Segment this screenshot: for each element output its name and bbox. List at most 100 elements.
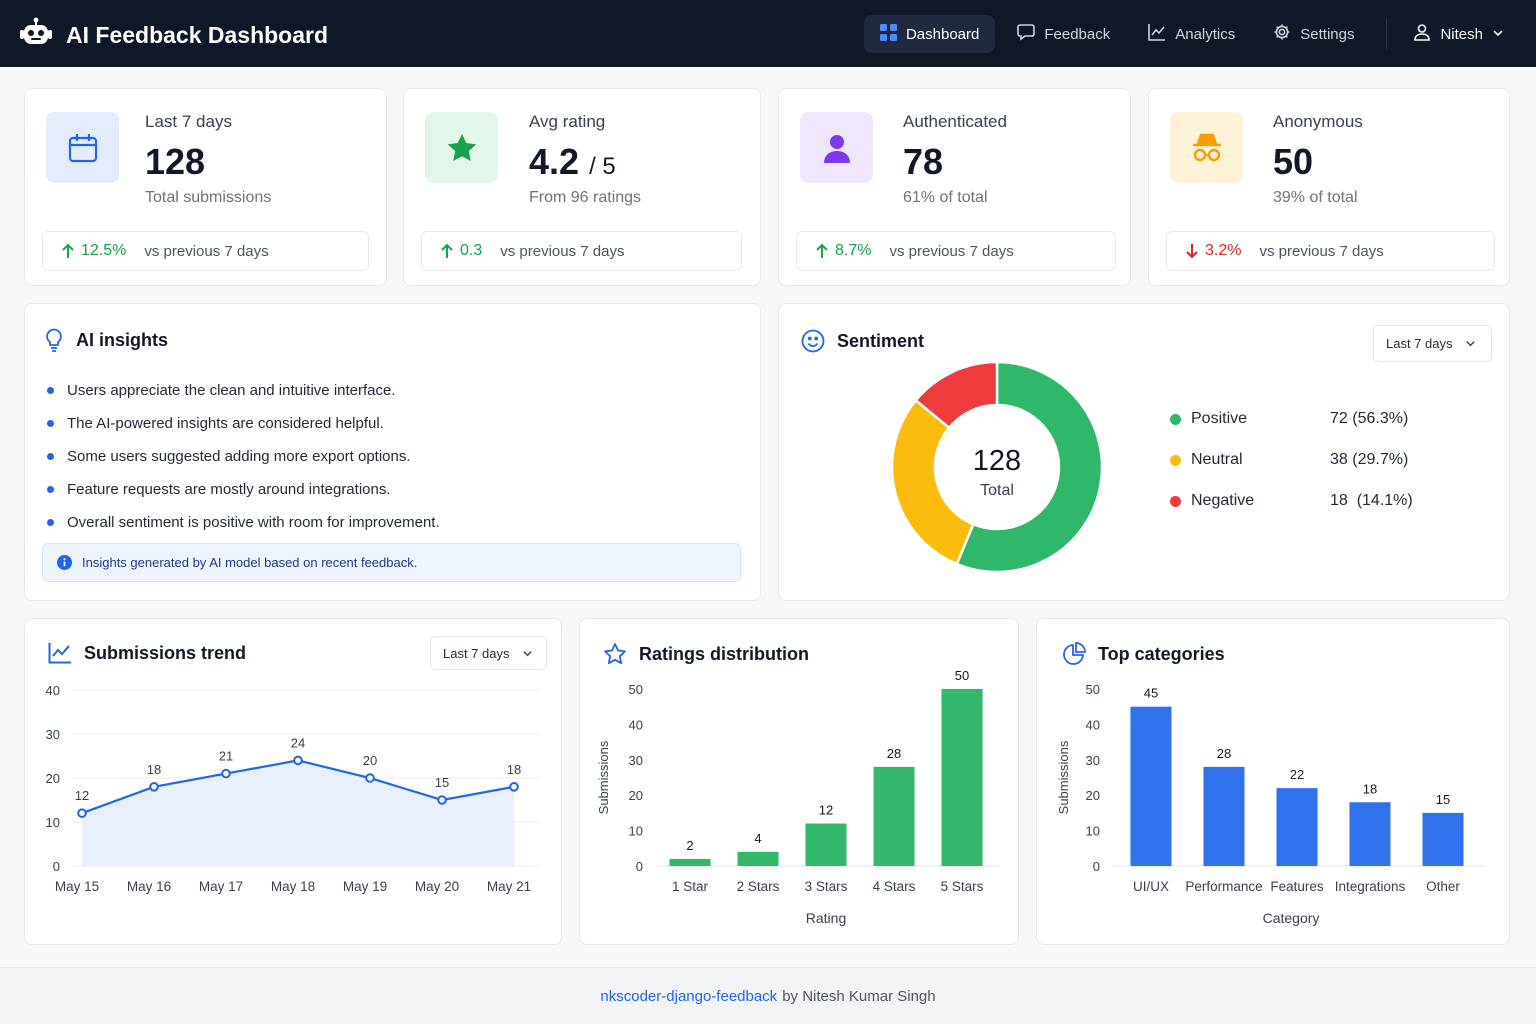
pie-chart-icon bbox=[1063, 642, 1086, 665]
x-tick-label: May 20 bbox=[415, 879, 459, 894]
stat-change-row: 12.5% vs previous 7 days bbox=[42, 231, 369, 271]
data-label: 15 bbox=[435, 775, 449, 790]
stat-change: 0.3 bbox=[440, 242, 482, 260]
stat-change: 8.7% bbox=[815, 242, 871, 260]
footer-repo-link[interactable]: nkscoder-django-feedback bbox=[600, 987, 778, 1005]
user-icon-tile bbox=[800, 112, 873, 183]
y-tick-label: 40 bbox=[46, 683, 60, 698]
sentiment-title: Sentiment bbox=[837, 330, 925, 351]
categories-header: Top categories bbox=[1062, 642, 1225, 666]
chevron-down-icon bbox=[1465, 341, 1475, 347]
stat-subtext: From 96 ratings bbox=[529, 189, 642, 206]
trend-range-select[interactable]: Last 7 days bbox=[430, 636, 547, 670]
stat-value: 128 bbox=[145, 141, 206, 182]
arrow-up-icon bbox=[62, 243, 74, 258]
data-label: 28 bbox=[1217, 746, 1231, 761]
x-tick-label: 1 Star bbox=[672, 879, 709, 894]
legend-negative: Negative 18 (14.1%) bbox=[1170, 492, 1413, 510]
trend-point bbox=[293, 755, 303, 766]
ratings-distribution-card: Ratings distribution 0 10 20 30 40 50 2 1 Star 4… bbox=[579, 618, 1019, 945]
data-label: 22 bbox=[1290, 767, 1304, 782]
legend-positive: Positive 72 (56.3%) bbox=[1170, 410, 1408, 428]
x-tick-label: May 19 bbox=[343, 879, 387, 894]
bar bbox=[1422, 812, 1464, 866]
trend-point bbox=[221, 768, 231, 779]
data-label: 12 bbox=[75, 788, 89, 803]
stat-label: Authenticated bbox=[903, 112, 1007, 131]
categories-title: Top categories bbox=[1098, 643, 1225, 664]
nav-analytics[interactable]: Analytics bbox=[1132, 15, 1251, 53]
sentiment-header: Sentiment bbox=[801, 329, 924, 353]
user-name: Nitesh bbox=[1440, 25, 1483, 43]
x-tick-label: May 17 bbox=[199, 879, 243, 894]
submissions-trend-card: Submissions trend Last 7 days 0 10 20 30 40 1… bbox=[24, 618, 562, 945]
user-menu[interactable]: Nitesh bbox=[1397, 15, 1536, 53]
insights-note: Insights generated by AI model based on … bbox=[42, 543, 741, 582]
ai-insights-title: AI insights bbox=[76, 329, 169, 350]
nav-settings-label: Settings bbox=[1300, 25, 1355, 43]
list-item: Feature requests are mostly around integ… bbox=[47, 473, 440, 506]
data-label: 21 bbox=[219, 749, 233, 764]
calendar-icon bbox=[68, 133, 97, 162]
x-tick-label: Integrations bbox=[1335, 879, 1406, 894]
stat-compare-text: vs previous 7 days bbox=[889, 242, 1014, 260]
incognito-icon bbox=[1192, 133, 1221, 161]
brand[interactable]: AI Feedback Dashboard bbox=[20, 17, 328, 53]
data-label: 18 bbox=[147, 762, 161, 777]
y-tick-label: 20 bbox=[1086, 788, 1100, 803]
robot-logo-icon bbox=[20, 17, 52, 53]
nav-dashboard[interactable]: Dashboard bbox=[863, 15, 996, 53]
ratings-title: Ratings distribution bbox=[639, 643, 809, 664]
trend-point bbox=[365, 773, 375, 783]
x-tick-label: UI/UX bbox=[1133, 879, 1169, 894]
y-tick-label: 40 bbox=[1086, 717, 1100, 732]
data-label: 50 bbox=[955, 669, 969, 683]
x-tick-label: May 21 bbox=[487, 879, 531, 894]
stat-compare-text: vs previous 7 days bbox=[500, 242, 625, 260]
list-item: Some users suggested adding more export … bbox=[47, 440, 440, 473]
x-tick-label: May 16 bbox=[127, 879, 171, 894]
data-label: 2 bbox=[686, 838, 693, 853]
neutral-dot bbox=[1170, 454, 1181, 466]
nav-settings[interactable]: Settings bbox=[1257, 15, 1370, 53]
trend-title: Submissions trend bbox=[84, 642, 247, 663]
y-axis-title: Submissions bbox=[1056, 740, 1071, 814]
stat-label: Last 7 days bbox=[145, 112, 232, 131]
y-tick-label: 10 bbox=[1086, 824, 1100, 839]
donut-slice-positive bbox=[955, 360, 1104, 574]
bar bbox=[941, 689, 983, 866]
stat-change-row: 3.2% vs previous 7 days bbox=[1166, 231, 1495, 271]
nav-analytics-label: Analytics bbox=[1175, 25, 1236, 43]
lightbulb-icon bbox=[46, 328, 62, 352]
ai-insights-header: AI insights bbox=[44, 328, 168, 352]
y-tick-label: 0 bbox=[1093, 859, 1100, 874]
donut-total-label: Total bbox=[980, 482, 1014, 499]
stat-change: 3.2% bbox=[1185, 242, 1241, 260]
x-tick-label: May 18 bbox=[271, 879, 315, 894]
chevron-down-icon bbox=[1492, 26, 1504, 43]
list-item: Users appreciate the clean and intuitive… bbox=[47, 374, 440, 407]
stat-card-anonymous: Anonymous 50 39% of total 3.2% vs previo… bbox=[1148, 88, 1510, 286]
main-nav: Dashboard Feedback Analytics Settings N bbox=[863, 15, 1536, 53]
sentiment-range-select[interactable]: Last 7 days bbox=[1373, 325, 1492, 362]
x-tick-label: 5 Stars bbox=[941, 879, 984, 894]
data-label: 24 bbox=[291, 735, 305, 750]
nav-feedback[interactable]: Feedback bbox=[1001, 15, 1126, 53]
data-label: 45 bbox=[1144, 686, 1158, 701]
insights-list: Users appreciate the clean and intuitive… bbox=[47, 374, 440, 539]
top-navbar: AI Feedback Dashboard Dashboard Feedback… bbox=[0, 0, 1536, 67]
trend-point bbox=[77, 808, 87, 818]
info-icon bbox=[57, 555, 72, 570]
stat-value: 4.2 / 5 bbox=[529, 141, 616, 182]
data-label: 28 bbox=[887, 746, 901, 761]
user-icon bbox=[823, 134, 850, 163]
chart-line-icon bbox=[48, 643, 71, 664]
nav-dashboard-label: Dashboard bbox=[905, 25, 980, 43]
footer-credit: by Nitesh Kumar Singh bbox=[782, 987, 936, 1005]
list-item: Overall sentiment is positive with room … bbox=[47, 506, 440, 539]
trend-point bbox=[149, 782, 159, 792]
y-tick-label: 10 bbox=[46, 815, 60, 830]
bar bbox=[1349, 802, 1391, 866]
top-categories-card: Top categories 0 10 20 30 40 50 45 UI/UX 28 Perfo… bbox=[1036, 618, 1510, 945]
chart-line-icon bbox=[1148, 23, 1166, 45]
